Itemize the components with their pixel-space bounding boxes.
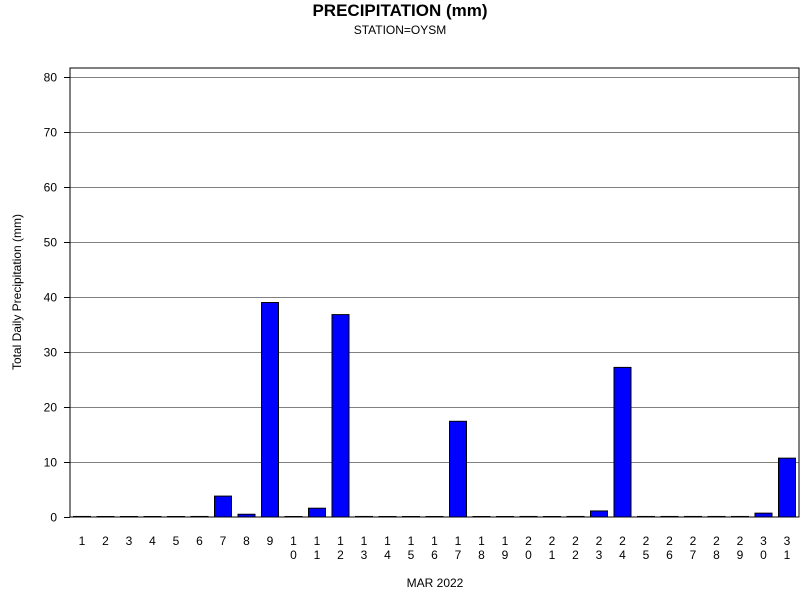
x-axis: 1 2 3 4 5 6 7 8 9 1 01 11 21 31 41 51 61 71 81 92 02 12 22 32 42… [79, 534, 791, 562]
y-tick-label: 20 [44, 401, 58, 415]
x-tick-label: 9 [267, 534, 274, 548]
y-tick-label: 30 [44, 346, 58, 360]
y-axis-label: Total Daily Precipitation (mm) [10, 214, 24, 370]
x-tick-label: 1 [79, 534, 86, 548]
y-tick-label: 60 [44, 181, 58, 195]
bar [331, 314, 350, 518]
bar [449, 420, 467, 518]
bar [613, 366, 632, 518]
y-tick-label: 0 [50, 511, 57, 525]
plot-area-frame [69, 67, 800, 518]
y-tick-label: 50 [44, 236, 58, 250]
gridlines [70, 77, 799, 463]
bar [261, 302, 279, 518]
x-tick-label: 2 [102, 534, 109, 548]
bar [214, 495, 232, 518]
y-tick-label: 80 [44, 71, 58, 85]
bar [754, 512, 773, 518]
bars [73, 302, 796, 518]
x-tick-label: 4 [149, 534, 156, 548]
y-tick-label: 40 [44, 291, 58, 305]
bar [590, 510, 608, 518]
chart-title: PRECIPITATION (mm) [312, 1, 488, 20]
x-tick-label: 8 [243, 534, 250, 548]
x-tick-label: 6 [196, 534, 203, 548]
x-tick-label: 3 [126, 534, 133, 548]
y-tick-label: 70 [44, 126, 58, 140]
y-tick-label: 10 [44, 456, 58, 470]
y-axis: 0 10 20 30 40 50 60 70 80 [44, 71, 70, 525]
bar [308, 507, 326, 518]
bar [778, 457, 796, 518]
chart-subtitle: STATION=OYSM [353, 23, 447, 37]
x-tick-label: 5 [173, 534, 180, 548]
x-tick-label: 7 [220, 534, 227, 548]
x-axis-label: MAR 2022 [407, 576, 464, 590]
